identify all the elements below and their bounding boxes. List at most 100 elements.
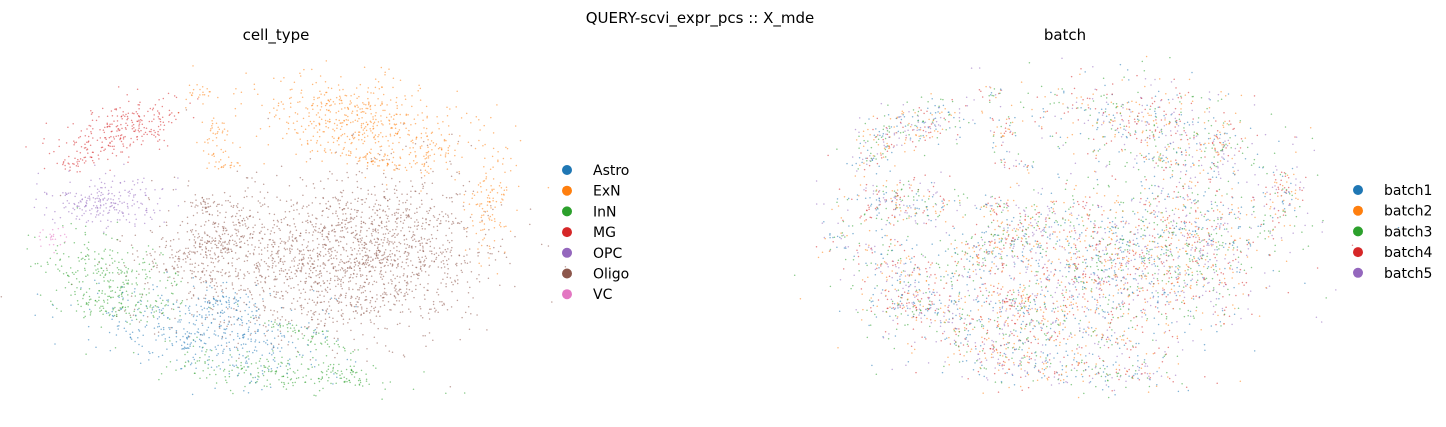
scatter-point <box>248 358 250 360</box>
scatter-point <box>83 212 85 215</box>
scatter-point <box>271 326 273 329</box>
scatter-point <box>359 381 362 384</box>
scatter-point <box>339 236 341 238</box>
scatter-point <box>158 117 160 120</box>
scatter-point <box>316 247 319 249</box>
scatter-point <box>427 165 430 168</box>
scatter-point <box>291 260 293 262</box>
scatter-point <box>111 123 113 125</box>
scatter-point <box>413 296 415 299</box>
scatter-point <box>374 161 376 163</box>
scatter-point <box>220 344 223 347</box>
scatter-point <box>232 142 234 144</box>
scatter-point <box>275 114 277 116</box>
scatter-point <box>342 323 345 325</box>
scatter-point <box>202 150 205 152</box>
scatter-point <box>338 301 341 303</box>
scatter-point <box>62 202 64 205</box>
scatter-point <box>328 259 330 261</box>
scatter-point <box>148 351 150 353</box>
scatter-point <box>386 217 389 220</box>
scatter-point <box>91 220 94 223</box>
scatter-point <box>112 315 115 318</box>
scatter-point <box>239 225 241 227</box>
scatter-point <box>260 259 263 261</box>
scatter-point <box>252 376 254 379</box>
scatter-point <box>340 280 342 282</box>
scatter-point <box>298 249 301 252</box>
scatter-point <box>294 329 296 331</box>
scatter-point <box>260 274 262 277</box>
scatter-point <box>166 270 168 272</box>
scatter-point <box>308 231 310 234</box>
scatter-point <box>232 221 234 223</box>
scatter-point <box>257 93 259 95</box>
scatter-point <box>276 278 278 280</box>
scatter-point <box>264 366 267 368</box>
scatter-point <box>377 231 380 234</box>
scatter-point <box>224 216 227 219</box>
scatter-point <box>276 196 278 198</box>
scatter-point <box>279 324 282 327</box>
scatter-point <box>468 328 471 331</box>
scatter-point <box>329 104 331 107</box>
scatter-point <box>384 154 386 156</box>
scatter-point <box>289 252 291 254</box>
scatter-point <box>396 234 398 236</box>
scatter-point <box>335 197 337 200</box>
scatter-point <box>336 352 339 355</box>
scatter-point <box>207 95 210 97</box>
scatter-point <box>313 282 315 284</box>
scatter-point <box>408 153 411 156</box>
scatter-point <box>1148 262 1151 264</box>
scatter-point <box>416 211 418 214</box>
scatter-point <box>63 233 66 236</box>
scatter-point <box>77 158 79 161</box>
scatter-point <box>52 243 55 246</box>
scatter-point <box>97 195 99 197</box>
scatter-point <box>74 157 76 160</box>
scatter-point <box>445 196 448 199</box>
scatter-point <box>247 328 250 331</box>
scatter-point <box>152 107 155 109</box>
scatter-point <box>248 272 250 275</box>
scatter-point <box>214 334 217 336</box>
scatter-point <box>377 327 379 330</box>
scatter-point <box>257 330 259 332</box>
scatter-point <box>142 314 145 317</box>
scatter-point <box>430 140 433 142</box>
scatter-point <box>74 195 76 198</box>
scatter-point <box>311 83 314 86</box>
scatter-point <box>204 232 206 235</box>
scatter-point <box>205 281 207 284</box>
scatter-point <box>205 377 208 379</box>
scatter-point <box>121 117 123 120</box>
scatter-point <box>119 240 121 242</box>
scatter-point <box>337 310 340 312</box>
scatter-point <box>363 111 365 113</box>
scatter-point <box>471 213 473 216</box>
scatter-point <box>210 261 213 264</box>
scatter-point <box>258 360 261 362</box>
scatter-point <box>373 323 375 325</box>
scatter-point <box>352 241 355 244</box>
scatter-point <box>383 236 386 239</box>
scatter-point <box>324 288 327 291</box>
scatter-point <box>64 241 66 243</box>
scatter-point <box>265 262 268 265</box>
scatter-point <box>1074 267 1077 269</box>
scatter-point <box>214 239 217 242</box>
scatter-point <box>307 257 310 259</box>
scatter-point <box>257 375 259 377</box>
scatter-point <box>430 250 433 253</box>
scatter-point <box>259 232 261 234</box>
scatter-point <box>311 223 313 226</box>
scatter-point <box>346 380 348 383</box>
scatter-point <box>204 300 206 303</box>
scatter-point <box>241 219 243 222</box>
scatter-point <box>184 257 187 260</box>
scatter-point <box>363 136 366 139</box>
scatter-point <box>252 351 254 354</box>
scatter-point <box>394 214 396 216</box>
scatter-point <box>337 110 340 113</box>
